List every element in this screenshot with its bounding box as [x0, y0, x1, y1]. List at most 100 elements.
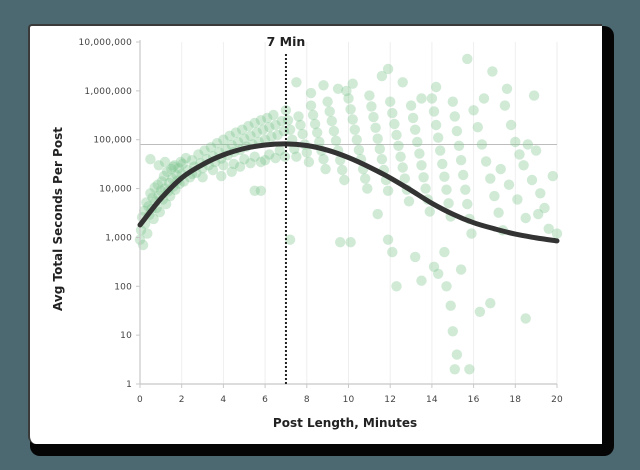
data-point: [397, 162, 408, 173]
y-tick-label: 10,000: [99, 185, 132, 195]
data-point: [447, 96, 458, 107]
data-point: [226, 166, 237, 177]
data-point: [243, 120, 254, 132]
data-point: [239, 133, 250, 144]
data-point: [341, 85, 352, 97]
data-point: [279, 151, 291, 162]
data-point: [259, 155, 271, 166]
data-point: [460, 184, 471, 195]
data-point: [416, 93, 427, 104]
data-point: [228, 158, 239, 170]
data-point: [149, 182, 160, 193]
data-point: [458, 169, 469, 181]
data-point: [160, 198, 172, 210]
data-point: [433, 268, 444, 279]
data-point: [245, 130, 256, 141]
data-point: [169, 160, 180, 171]
data-point: [147, 192, 158, 203]
data-point: [364, 90, 375, 101]
data-point: [175, 156, 186, 168]
x-tick-label: 20: [551, 395, 563, 405]
data-point: [177, 158, 188, 170]
x-axis-title: Post Length, Minutes: [273, 416, 417, 430]
trend-curve: [137, 141, 560, 244]
data-point: [345, 104, 356, 115]
data-point: [441, 184, 452, 195]
data-point: [414, 148, 425, 159]
data-point: [416, 275, 427, 286]
y-tick-label: 10,000,000: [78, 38, 132, 48]
data-point: [480, 156, 492, 167]
data-point: [345, 237, 356, 248]
data-point: [522, 139, 533, 150]
data-point: [449, 111, 460, 122]
data-point: [389, 118, 400, 130]
data-point: [309, 118, 321, 130]
data-point: [382, 234, 394, 245]
y-tick-label: 100,000: [93, 136, 132, 146]
data-point: [297, 128, 308, 140]
data-point: [239, 154, 250, 165]
data-point: [416, 160, 427, 171]
data-point: [307, 109, 319, 121]
data-point: [328, 125, 340, 137]
data-point: [303, 156, 315, 168]
data-point: [224, 130, 235, 141]
data-point: [232, 136, 244, 148]
data-point: [478, 93, 490, 104]
data-point: [318, 80, 329, 91]
data-point: [407, 112, 419, 124]
data-point: [410, 251, 421, 263]
data-point: [152, 179, 163, 190]
data-point: [539, 202, 550, 214]
data-point: [322, 96, 333, 107]
trend-line: [137, 141, 560, 244]
data-point: [141, 197, 152, 208]
data-point: [351, 134, 362, 145]
data-point: [262, 112, 273, 124]
y-axis-tick-labels: 1 10 100 1,000 10,000 100,000 1,000,000 10,000,…: [78, 38, 140, 390]
data-point: [530, 145, 542, 156]
data-point: [197, 172, 208, 183]
data-point: [451, 125, 463, 137]
data-point: [145, 188, 156, 199]
data-point: [428, 106, 440, 117]
data-point: [270, 152, 281, 164]
y-tick-label: 1: [126, 380, 132, 390]
data-point: [278, 125, 290, 137]
data-point: [272, 129, 283, 141]
data-point: [320, 163, 331, 175]
data-point: [166, 163, 177, 175]
y-tick-label: 100: [114, 282, 132, 292]
data-point: [472, 122, 483, 133]
data-point: [349, 124, 360, 135]
data-point: [424, 206, 435, 217]
data-point: [433, 132, 444, 143]
data-point: [337, 164, 348, 176]
data-point: [284, 124, 296, 135]
data-point: [218, 134, 229, 145]
data-point: [376, 154, 388, 165]
data-point: [251, 127, 262, 138]
data-point: [510, 136, 521, 148]
data-point: [382, 63, 394, 75]
data-point: [301, 147, 312, 158]
data-point: [266, 131, 277, 142]
data-point: [282, 115, 294, 126]
data-point: [468, 105, 479, 116]
data-point: [453, 140, 465, 151]
data-point: [159, 156, 171, 168]
data-point: [439, 246, 450, 258]
data-point: [362, 183, 373, 194]
data-point: [395, 151, 406, 162]
data-point: [347, 78, 358, 89]
data-point: [234, 161, 246, 172]
data-point: [205, 142, 217, 153]
data-point: [382, 185, 394, 196]
data-point: [474, 306, 486, 317]
data-point: [343, 93, 354, 104]
data-point: [526, 174, 538, 186]
data-point: [462, 53, 473, 65]
x-tick-label: 0: [137, 395, 143, 405]
